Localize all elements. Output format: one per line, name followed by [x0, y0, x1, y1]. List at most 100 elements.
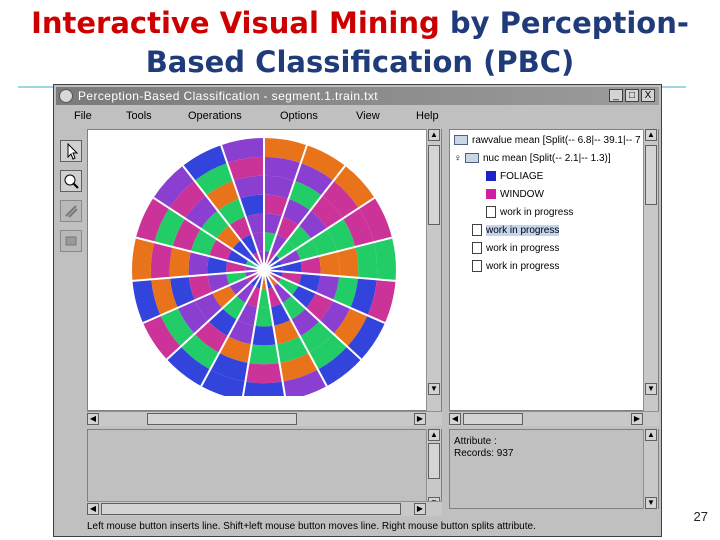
- segment-cell[interactable]: [177, 300, 209, 334]
- segment-cell[interactable]: [150, 242, 173, 280]
- menu-file[interactable]: File: [74, 110, 92, 122]
- scroll-right-arrow[interactable]: ▶: [414, 413, 426, 425]
- segment-cell[interactable]: [367, 279, 396, 323]
- segment-cell[interactable]: [298, 273, 321, 293]
- viz-horizontal-scrollbar[interactable]: ◀ ▶: [87, 411, 442, 426]
- scroll-left-arrow[interactable]: ◀: [449, 413, 461, 425]
- split-tool-icon[interactable]: [60, 200, 82, 222]
- segment-cell[interactable]: [327, 218, 356, 252]
- segment-cell[interactable]: [209, 239, 233, 261]
- segment-cell[interactable]: [216, 225, 241, 250]
- merge-tool-icon[interactable]: [60, 230, 82, 252]
- segment-cell[interactable]: [233, 175, 264, 199]
- tree-node-wip-selected[interactable]: work in progress: [472, 224, 560, 238]
- segment-cell[interactable]: [251, 232, 264, 253]
- menu-tools[interactable]: Tools: [126, 110, 152, 122]
- segment-cell[interactable]: [210, 352, 249, 382]
- minimize-button[interactable]: _: [609, 89, 623, 102]
- circle-segments-canvas[interactable]: [88, 130, 426, 402]
- segment-cell[interactable]: [226, 271, 247, 286]
- segment-cell[interactable]: [172, 218, 201, 252]
- segment-cell[interactable]: [317, 346, 362, 387]
- segment-cell[interactable]: [194, 163, 234, 196]
- close-button[interactable]: X: [641, 89, 655, 102]
- menu-options[interactable]: Options: [280, 110, 318, 122]
- segment-cell[interactable]: [227, 156, 264, 181]
- segment-cell[interactable]: [294, 163, 334, 196]
- menu-operations[interactable]: Operations: [188, 110, 242, 122]
- bar-pane-hscroll-thumb[interactable]: [101, 503, 401, 515]
- segment-cell[interactable]: [236, 282, 255, 304]
- segment-cell[interactable]: [188, 274, 213, 301]
- segment-cell[interactable]: [264, 232, 277, 253]
- segment-cell[interactable]: [270, 234, 288, 256]
- segment-cell[interactable]: [281, 271, 302, 286]
- segment-cell[interactable]: [282, 260, 302, 274]
- segment-cell[interactable]: [251, 325, 277, 346]
- info-pane-vscrollbar[interactable]: ▲ ▼: [643, 429, 658, 509]
- app-icon[interactable]: [59, 89, 73, 103]
- segment-cell[interactable]: [347, 315, 385, 360]
- segment-cell[interactable]: [273, 282, 292, 304]
- circle-segment-visualization[interactable]: [87, 129, 442, 411]
- scroll-down-arrow[interactable]: ▼: [645, 383, 657, 395]
- segment-cell[interactable]: [282, 369, 327, 401]
- scroll-up-arrow[interactable]: ▲: [428, 129, 440, 141]
- scroll-right-arrow[interactable]: ▶: [631, 413, 643, 425]
- segment-cell[interactable]: [248, 344, 280, 365]
- segment-cell[interactable]: [279, 352, 318, 382]
- segment-cell[interactable]: [245, 363, 283, 384]
- window-titlebar[interactable]: Perception-Based Classification - segmen…: [56, 87, 659, 105]
- segment-cell[interactable]: [180, 333, 220, 370]
- tree-node-nuc-mean[interactable]: ♀ nuc mean [Split(-- 2.1|-- 1.3)]: [454, 153, 611, 164]
- segment-cell[interactable]: [295, 239, 319, 261]
- scroll-up-arrow[interactable]: ▲: [645, 429, 657, 441]
- segment-cell[interactable]: [276, 216, 299, 241]
- segment-cell[interactable]: [287, 225, 312, 250]
- zoom-icon[interactable]: [60, 170, 82, 192]
- segment-cell[interactable]: [232, 240, 253, 260]
- segment-cell[interactable]: [277, 277, 299, 296]
- scroll-left-arrow[interactable]: ◀: [87, 503, 99, 515]
- segment-cell[interactable]: [288, 180, 322, 211]
- tree-node-wip[interactable]: work in progress: [472, 242, 559, 256]
- tree-node-wip[interactable]: work in progress: [472, 260, 559, 274]
- segment-cell[interactable]: [240, 234, 258, 256]
- segment-cell[interactable]: [264, 175, 295, 199]
- decision-tree-panel[interactable]: rawvalue mean [Split(-- 6.8|-- 39.1|-- 7…: [449, 129, 659, 411]
- segment-cell[interactable]: [143, 315, 181, 360]
- segment-cell[interactable]: [350, 277, 377, 316]
- segment-cell[interactable]: [226, 260, 246, 274]
- segment-cell[interactable]: [333, 165, 375, 209]
- segment-cell[interactable]: [188, 251, 210, 277]
- segment-cell[interactable]: [300, 256, 321, 275]
- segment-cell[interactable]: [373, 237, 396, 281]
- tree-horizontal-scrollbar[interactable]: ◀ ▶: [449, 411, 659, 426]
- viz-vertical-scrollbar[interactable]: ▲ ▼: [426, 129, 441, 411]
- segment-cell[interactable]: [194, 321, 229, 353]
- segment-cell[interactable]: [355, 242, 378, 280]
- viz-hscroll-thumb[interactable]: [147, 413, 297, 425]
- segment-cell[interactable]: [229, 216, 252, 241]
- segment-cell[interactable]: [132, 279, 161, 323]
- segment-cell[interactable]: [242, 381, 286, 402]
- segment-cell[interactable]: [310, 195, 343, 229]
- attribute-bar-pane[interactable]: [87, 429, 442, 509]
- segment-cell[interactable]: [166, 346, 211, 387]
- segment-cell[interactable]: [239, 194, 265, 217]
- tree-leaf-wip[interactable]: work in progress: [486, 206, 573, 220]
- segment-cell[interactable]: [276, 336, 309, 363]
- segment-cell[interactable]: [321, 180, 359, 219]
- segment-cell[interactable]: [319, 300, 351, 334]
- segment-cell[interactable]: [219, 336, 252, 363]
- tree-hscroll-thumb[interactable]: [463, 413, 523, 425]
- segment-cell[interactable]: [333, 307, 368, 347]
- scroll-left-arrow[interactable]: ◀: [87, 413, 99, 425]
- segment-cell[interactable]: [229, 277, 251, 296]
- segment-cell[interactable]: [358, 197, 392, 243]
- tree-leaf-foliage[interactable]: FOLIAGE: [486, 170, 543, 184]
- segment-cell[interactable]: [182, 145, 228, 181]
- segment-cell[interactable]: [154, 208, 186, 247]
- segment-cell[interactable]: [207, 273, 230, 293]
- segment-cell[interactable]: [300, 145, 346, 181]
